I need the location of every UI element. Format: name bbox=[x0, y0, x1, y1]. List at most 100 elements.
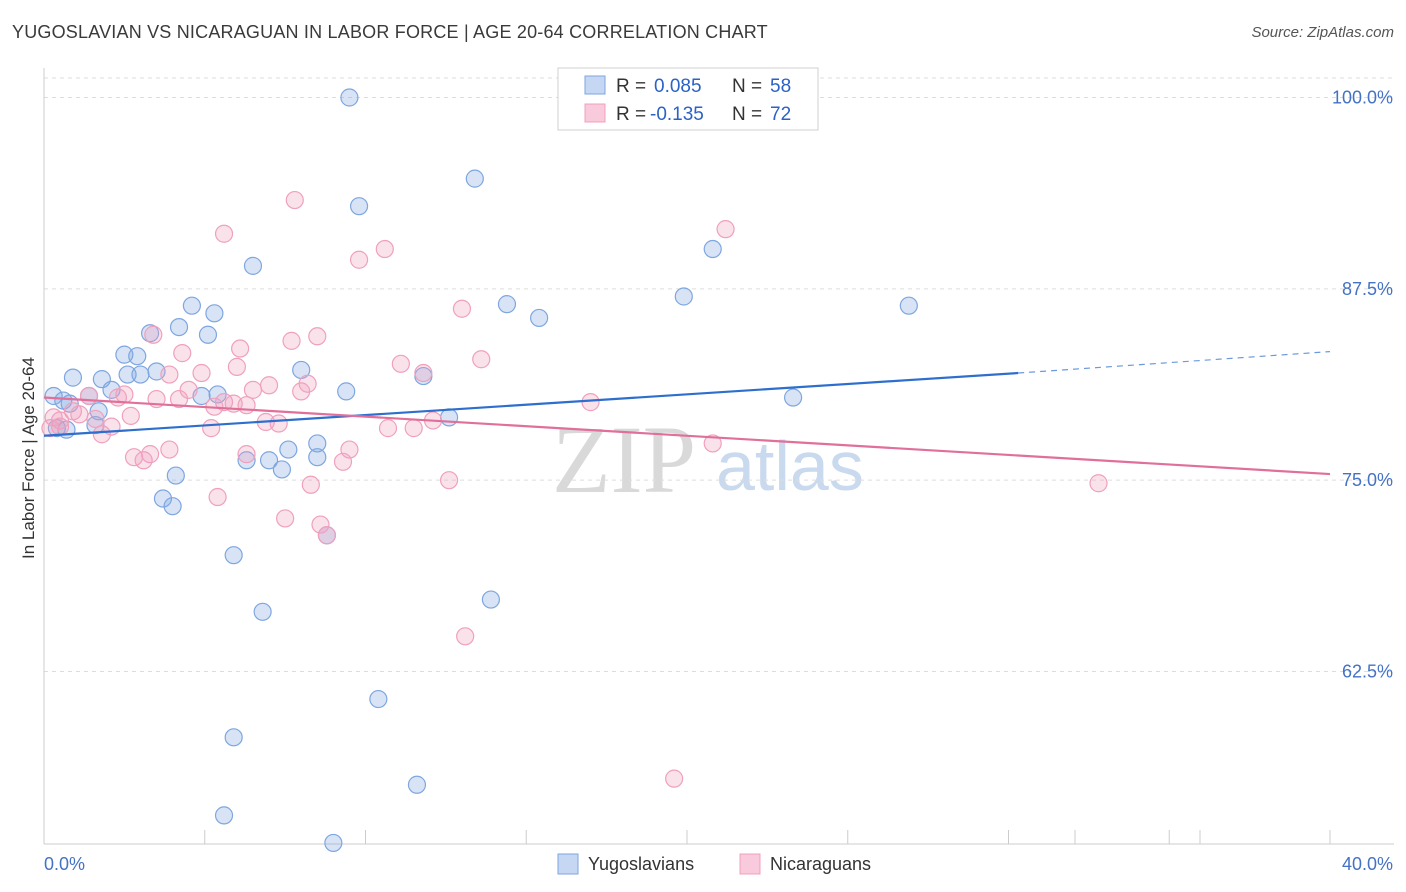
grid-lines bbox=[44, 77, 1394, 672]
yugoslavian-point bbox=[237, 451, 256, 470]
nicaraguan-point bbox=[108, 388, 128, 407]
yugoslavian-point bbox=[253, 602, 272, 621]
bottom-legend-yugoslavians: Yugoslavians bbox=[588, 854, 694, 874]
nicaraguan-point bbox=[169, 389, 189, 409]
x-tick-labels: 0.0% 40.0% bbox=[44, 854, 1393, 874]
yugoslavian-point bbox=[259, 451, 279, 470]
yugoslavian-point bbox=[272, 460, 292, 479]
nicaraguan-point bbox=[378, 419, 398, 438]
yugoslavian-point bbox=[324, 833, 343, 853]
nicaraguan-point bbox=[144, 325, 163, 344]
nicaraguan-point bbox=[581, 393, 600, 412]
yugoslavian-point bbox=[308, 448, 327, 467]
legend-r-label-1: R = bbox=[616, 76, 646, 97]
nicaraguan-point bbox=[227, 357, 246, 376]
nicaraguan-point bbox=[414, 363, 433, 383]
chart-title: YUGOSLAVIAN VS NICARAGUAN IN LABOR FORCE… bbox=[12, 22, 768, 42]
legend-r-value-yugoslavians: 0.085 bbox=[654, 76, 702, 97]
yugoslavian-point bbox=[340, 88, 359, 107]
yugoslavian-point bbox=[224, 728, 243, 747]
yugoslavian-point bbox=[63, 368, 83, 387]
yugoslavian-point bbox=[166, 466, 185, 485]
yugoslavian-point bbox=[131, 365, 150, 384]
nicaraguan-point bbox=[317, 526, 337, 545]
x-tick-label: 40.0% bbox=[1342, 854, 1393, 874]
yugoslavian-point bbox=[703, 239, 722, 259]
yugoslavian-point bbox=[465, 169, 484, 188]
yugoslavian-point bbox=[128, 347, 147, 366]
bottom-legend-nicaraguans: Nicaraguans bbox=[770, 854, 871, 874]
yugoslavian-point bbox=[198, 325, 218, 344]
nicaraguan-point bbox=[333, 452, 353, 471]
yugoslavian-point bbox=[214, 806, 234, 825]
x-tick-marks bbox=[43, 830, 1331, 844]
nicaraguan-point bbox=[439, 471, 459, 490]
yugoslavian-point bbox=[279, 440, 298, 459]
nicaraguan-point bbox=[173, 344, 192, 363]
nicaraguan-point bbox=[716, 220, 735, 239]
nicaraguan-point bbox=[243, 380, 263, 399]
yugoslavian-point bbox=[407, 775, 427, 794]
yugoslavian-point bbox=[674, 287, 693, 306]
legend-swatch-nicaraguans bbox=[584, 103, 606, 123]
yugoslavian-point bbox=[224, 546, 243, 565]
legend-n-value-nicaraguans: 72 bbox=[770, 104, 791, 125]
nicaraguan-point bbox=[404, 419, 423, 438]
bottom-legend-swatch-yugoslavians bbox=[557, 853, 579, 875]
legend-n-label-2: N = bbox=[732, 104, 762, 125]
nicaraguan-point bbox=[301, 475, 320, 494]
y-tick-labels: 100.0% 87.5% 75.0% 62.5% bbox=[1332, 88, 1393, 682]
nicaraguan-point bbox=[703, 434, 722, 453]
nicaraguan-point bbox=[391, 354, 410, 373]
y-axis-label: In Labor Force | Age 20-64 bbox=[19, 357, 38, 559]
yugoslavian-point bbox=[349, 197, 369, 216]
y-tick-label: 62.5% bbox=[1342, 662, 1393, 682]
yugoslavians-trend-line bbox=[43, 371, 1019, 437]
bottom-legend-swatch-nicaraguans bbox=[739, 853, 761, 875]
y-tick-label: 75.0% bbox=[1342, 470, 1393, 490]
nicaraguan-point bbox=[214, 224, 234, 243]
yugoslavian-point bbox=[783, 388, 803, 407]
yugoslavian-point bbox=[243, 256, 263, 275]
yugoslavian-point bbox=[337, 382, 356, 401]
yugoslavian-point bbox=[899, 296, 918, 315]
nicaraguan-point bbox=[41, 419, 60, 438]
nicaraguan-point bbox=[1089, 474, 1108, 493]
nicaraguan-point bbox=[160, 440, 179, 459]
nicaraguan-point bbox=[231, 339, 250, 358]
nicaraguan-point bbox=[192, 363, 211, 383]
nicaraguan-point bbox=[375, 239, 394, 259]
nicaraguan-point bbox=[349, 250, 369, 269]
x-tick-label: 0.0% bbox=[44, 854, 85, 874]
nicaraguan-point bbox=[308, 327, 327, 346]
nicaraguan-point bbox=[276, 509, 295, 528]
yugoslavian-point bbox=[439, 408, 459, 427]
yugoslavian-point bbox=[205, 304, 224, 323]
nicaraguan-point bbox=[208, 487, 227, 507]
yugoslavians-trend-extension bbox=[1018, 350, 1331, 374]
legend-n-value-yugoslavians: 58 bbox=[770, 76, 791, 97]
yugoslavian-point bbox=[163, 497, 182, 516]
nicaraguan-point bbox=[237, 445, 256, 464]
watermark-zip: ZIP bbox=[552, 406, 696, 513]
nicaraguan-point bbox=[665, 769, 684, 788]
nicaraguan-point bbox=[121, 406, 140, 425]
nicaraguan-point bbox=[179, 380, 198, 399]
legend-swatch-yugoslavians bbox=[584, 75, 606, 95]
nicaraguan-point bbox=[160, 365, 179, 384]
nicaraguan-point bbox=[456, 627, 475, 646]
trend-lines bbox=[43, 350, 1331, 476]
bottom-legend: Yugoslavians Nicaraguans bbox=[557, 853, 871, 875]
nicaraguan-point bbox=[92, 425, 111, 444]
nicaraguan-point bbox=[472, 350, 491, 369]
y-tick-label: 87.5% bbox=[1342, 279, 1393, 299]
nicaraguan-point bbox=[237, 396, 256, 415]
legend-r-value-nicaraguans: -0.135 bbox=[650, 104, 704, 125]
nicaraguan-point bbox=[452, 299, 472, 318]
nicaraguans-trend-line bbox=[43, 396, 1331, 476]
nicaraguan-point bbox=[134, 451, 153, 470]
nicaraguan-point bbox=[282, 331, 301, 350]
stats-legend: R = 0.085 N = 58 R = -0.135 N = 72 bbox=[557, 67, 819, 131]
yugoslavian-point bbox=[118, 365, 137, 384]
